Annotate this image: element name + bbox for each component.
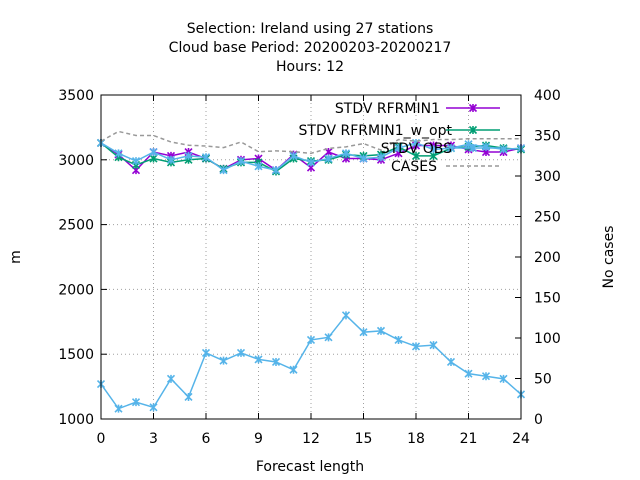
data-point	[219, 166, 228, 175]
data-point	[359, 328, 368, 337]
y2-tick-label: 200	[534, 250, 561, 266]
x-tick-label: 21	[460, 431, 478, 447]
data-point	[236, 157, 246, 166]
legend: STDV RFRMIN1 STDV RFRMIN1_w_opt STDV OBS CA…	[299, 101, 500, 175]
data-point	[481, 142, 491, 151]
y-tick-label: 3500	[58, 88, 94, 104]
data-point	[236, 348, 246, 357]
data-point	[411, 151, 421, 160]
data-point	[324, 333, 333, 342]
y2-tick-label: 0	[534, 412, 543, 428]
chart-title-line-3: Hours: 12	[276, 59, 344, 75]
data-point	[324, 154, 333, 163]
x-tick-label: 24	[512, 431, 530, 447]
data-point	[114, 149, 123, 158]
data-point	[114, 404, 123, 413]
data-point	[359, 154, 368, 163]
chart-title-line-1: Selection: Ireland using 27 stations	[187, 21, 434, 37]
data-point	[429, 341, 438, 350]
data-point	[341, 149, 351, 158]
data-point	[499, 374, 508, 383]
legend-label: STDV OBS	[381, 141, 452, 157]
data-point	[201, 153, 211, 162]
ticks: 0 3 6 9 12 15 18 21 24 1000 1500 2000 2500 3000 3500 0 5…	[58, 88, 560, 447]
series-4	[96, 311, 526, 413]
x-tick-label: 0	[97, 431, 106, 447]
legend-label: STDV RFRMIN1_w_opt	[299, 123, 453, 139]
data-point	[131, 398, 141, 407]
x-tick-label: 6	[202, 431, 211, 447]
y-tick-label: 3000	[58, 153, 94, 169]
y2-tick-label: 50	[534, 372, 552, 388]
data-point	[429, 145, 438, 154]
legend-label: CASES	[391, 159, 437, 175]
data-point	[271, 166, 281, 175]
data-point	[219, 356, 228, 365]
data-point	[254, 162, 263, 171]
data-point	[306, 335, 316, 345]
data-point	[394, 144, 403, 153]
data-point	[166, 374, 176, 383]
data-point	[376, 153, 386, 162]
y-tick-label: 2500	[58, 218, 94, 234]
y2-axis-label: No cases	[601, 226, 617, 289]
data-point	[394, 335, 403, 345]
data-point	[149, 147, 158, 157]
data-point	[289, 151, 298, 160]
y2-tick-label: 100	[534, 331, 561, 347]
legend-marker	[468, 143, 478, 153]
x-tick-label: 15	[355, 431, 373, 447]
series-line	[100, 314, 522, 410]
x-axis-label: Forecast length	[256, 459, 364, 475]
data-point	[254, 355, 263, 364]
y2-tick-label: 400	[534, 88, 561, 104]
data-point	[131, 157, 141, 166]
y2-tick-label: 150	[534, 291, 561, 307]
data-point	[376, 326, 386, 335]
y-tick-label: 2000	[58, 282, 94, 298]
data-point	[271, 357, 281, 367]
chart-title-line-2: Cloud base Period: 20200203-20200217	[169, 40, 452, 56]
y-tick-label: 1500	[58, 347, 94, 363]
data-point	[411, 342, 421, 351]
series-0	[96, 138, 526, 175]
legend-label: STDV RFRMIN1	[335, 101, 440, 117]
legend-marker	[468, 103, 478, 113]
x-tick-label: 12	[302, 431, 320, 447]
data-point	[306, 158, 316, 167]
x-tick-label: 18	[407, 431, 425, 447]
y2-tick-label: 300	[534, 169, 561, 185]
x-tick-label: 3	[149, 431, 158, 447]
data-point	[446, 357, 456, 367]
grid	[101, 95, 521, 419]
data-point	[201, 348, 211, 357]
series-3	[100, 130, 521, 155]
y-tick-label: 1000	[58, 412, 94, 428]
y-axis-label: m	[8, 250, 24, 264]
series-layer	[96, 130, 526, 413]
data-point	[499, 145, 508, 154]
y2-tick-label: 250	[534, 210, 561, 226]
data-point	[341, 311, 351, 320]
data-point	[184, 151, 193, 160]
x-tick-label: 9	[254, 431, 263, 447]
legend-marker	[468, 125, 478, 135]
data-point	[166, 155, 176, 164]
data-point	[289, 365, 298, 374]
y2-tick-label: 350	[534, 129, 561, 145]
series-line	[100, 130, 521, 155]
data-point	[184, 392, 193, 402]
data-point	[481, 372, 491, 381]
data-point	[464, 369, 473, 378]
data-point	[149, 403, 158, 412]
